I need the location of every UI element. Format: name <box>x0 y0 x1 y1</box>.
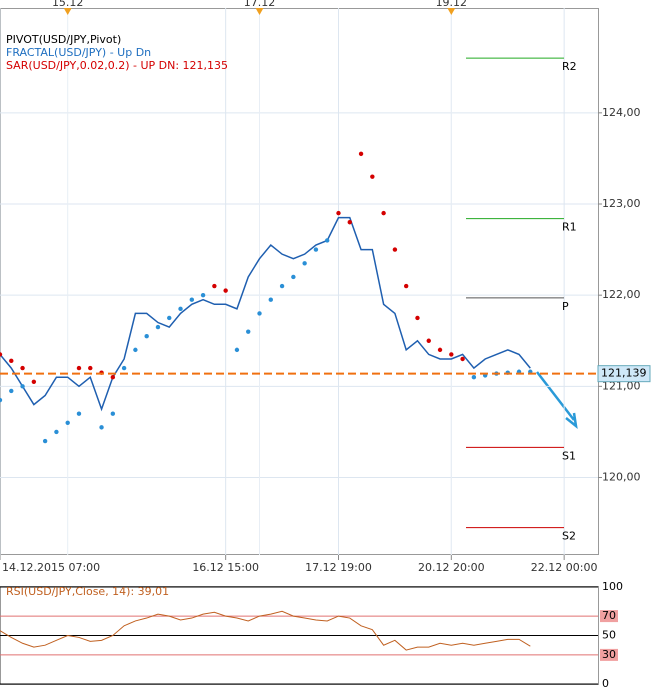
rsi-tag <box>600 648 618 661</box>
sar-dot <box>370 174 375 179</box>
rsi-tick-label: 100 <box>602 580 623 593</box>
price-tag <box>597 365 651 383</box>
top-marker <box>447 8 456 15</box>
sar-dot <box>54 429 59 435</box>
rsi-title: RSI(USD/JPY,Close, 14): 39,01 <box>6 585 169 598</box>
sar-dot <box>268 297 273 302</box>
pivot-label: R1 <box>562 221 577 234</box>
sar-dot <box>121 365 127 371</box>
rsi-tick-label: 50 <box>602 629 616 642</box>
y-tick-label: 120,00 <box>602 471 641 484</box>
top-tick-label: 15.12 <box>52 0 84 9</box>
sar-dot <box>381 210 386 216</box>
pivot-label: P <box>562 300 569 313</box>
rsi-tick-label: 0 <box>602 677 609 689</box>
indicator-label: SAR(USD/JPY,0.02,0.2) - UP DN: 121,135 <box>6 59 228 72</box>
trend-arrow <box>536 371 578 429</box>
sar-dot <box>392 247 398 252</box>
sar-dot <box>325 238 330 243</box>
sar-dot <box>426 338 431 343</box>
sar-dot <box>0 352 3 357</box>
sar-dot <box>167 315 172 321</box>
sar-dot <box>347 220 352 225</box>
sar-dot <box>279 283 285 289</box>
top-marker <box>63 8 72 15</box>
sar-dot <box>9 388 14 394</box>
sar-dot <box>9 358 14 364</box>
sar-dot <box>31 379 37 384</box>
sar-dot <box>144 334 149 339</box>
sar-dot <box>291 274 296 280</box>
y-tick-label: 121,00 <box>602 379 641 392</box>
price-tag-label: 121,139 <box>601 367 647 380</box>
sar-dot <box>133 347 138 353</box>
rsi-tick-label: 70 <box>602 609 616 622</box>
top-tick-label: 17.12 <box>244 0 276 9</box>
sar-dot <box>76 365 82 371</box>
sar-dot <box>110 375 116 380</box>
top-marker <box>255 8 264 15</box>
sar-dot <box>302 261 307 266</box>
sar-dot <box>313 247 319 252</box>
sar-dot <box>155 324 161 330</box>
sar-dot <box>189 297 195 302</box>
y-tick-label: 124,00 <box>602 106 641 119</box>
sar-dot <box>200 292 206 298</box>
sar-dot <box>20 384 25 389</box>
x-tick-label: 16.12 15:00 <box>192 561 259 574</box>
sar-dot <box>403 283 409 289</box>
sar-dot <box>88 365 93 371</box>
x-tick-label: 22.12 00:00 <box>531 561 598 574</box>
top-tick-label: 19.12 <box>436 0 468 9</box>
sar-dot <box>336 210 341 216</box>
sar-dot <box>257 311 262 316</box>
sar-dot <box>234 347 240 353</box>
sar-dot <box>415 315 420 321</box>
rsi-tick-label: 30 <box>602 648 616 661</box>
sar-dot <box>449 352 454 357</box>
x-tick-label: 14.12.2015 07:00 <box>2 561 100 574</box>
sar-dot <box>76 411 82 416</box>
x-tick-label: 17.12 19:00 <box>305 561 372 574</box>
sar-dot <box>358 151 364 157</box>
sar-dot <box>223 288 228 293</box>
rsi-tag <box>600 610 618 623</box>
y-tick-label: 122,00 <box>602 288 641 301</box>
sar-dot <box>437 347 443 353</box>
sar-dot <box>65 420 70 426</box>
sar-dot <box>471 375 477 380</box>
pivot-label: S1 <box>562 449 576 462</box>
sar-dot <box>99 425 104 430</box>
pivot-label: S2 <box>562 530 576 543</box>
indicator-label: PIVOT(USD/JPY,Pivot) <box>6 33 121 46</box>
sar-dot <box>460 356 465 362</box>
indicator-label: FRACTAL(USD/JPY) - Up Dn <box>6 46 151 59</box>
sar-dot <box>42 438 48 444</box>
rsi-line <box>0 610 531 651</box>
sar-dot <box>20 365 25 371</box>
sar-dot <box>212 283 217 289</box>
y-tick-label: 123,00 <box>602 197 641 210</box>
sar-dot <box>110 411 116 416</box>
sar-dot <box>246 329 251 334</box>
pivot-label: R2 <box>562 60 577 73</box>
x-tick-label: 20.12 20:00 <box>418 561 485 574</box>
price-line <box>0 216 531 412</box>
sar-dot <box>178 306 183 312</box>
sar-dot <box>0 397 3 403</box>
